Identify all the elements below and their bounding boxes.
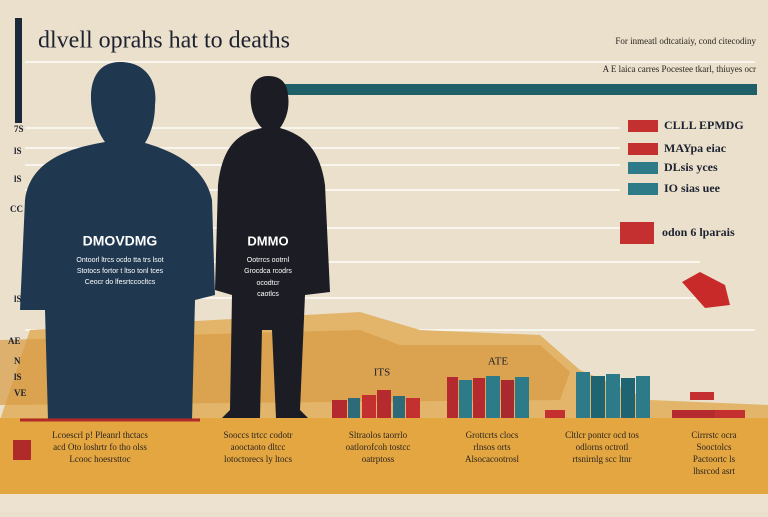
legend-label: IO sias uee <box>664 181 721 195</box>
legend-swatch <box>628 120 658 132</box>
person-silhouette <box>215 76 330 418</box>
person-silhouette <box>20 62 215 420</box>
legend-swatch <box>628 162 658 174</box>
legend: CLLL EPMDG MAYpa eiac DLsis yces IO sias… <box>662 118 744 239</box>
footer-caption: oatlorofcoh tostcc <box>346 442 411 452</box>
note: For inmeatl odtcatiaiy, cond citecodiny <box>615 36 756 46</box>
footer-caption: Grottcrts clocs <box>466 430 519 440</box>
legend-swatch <box>620 222 654 244</box>
axis-label: lS <box>14 294 22 304</box>
axis-label: 7S <box>14 124 24 134</box>
legend-label: odon 6 lparais <box>662 225 735 239</box>
figure-label: DMOVDMG <box>83 233 158 249</box>
legend-label: MAYpa eiac <box>664 141 727 155</box>
footer-caption: odlorns octrotl <box>576 442 629 452</box>
footer-caption: Sltraolos taorrlo <box>349 430 408 440</box>
bottom-strip <box>0 494 768 512</box>
figure-caption: Ceocr do lfesrtccocltcs <box>85 279 156 286</box>
footer-caption: Pactoortc ls <box>693 454 736 464</box>
axis-label: lS <box>14 372 22 382</box>
figure-caption: Ootrrcs ootrnl <box>247 257 290 264</box>
title: dlvell oprahs hat to deaths <box>38 28 290 54</box>
footer-caption: Sooctolcs <box>697 442 732 452</box>
figure-caption: ocodtcr <box>257 280 281 287</box>
axis-label: lS <box>14 146 22 156</box>
legend-swatch <box>628 183 658 195</box>
footer-caption: lhsrcod asrt <box>693 466 735 476</box>
figure-caption: Ontoorl ltrcs ocdo tta trs lsot <box>76 257 163 264</box>
figure-caption: caotlcs <box>257 291 279 298</box>
footer-caption: rtsnirnlg scc ltnr <box>573 454 632 464</box>
header-stripe <box>285 84 757 95</box>
axis-label: VE <box>14 388 27 398</box>
legend-label: CLLL EPMDG <box>664 118 744 132</box>
note: A E laica carres Pocestee tkarl, thiuyes… <box>603 64 756 74</box>
title-bar <box>15 18 22 123</box>
footer-caption: Lcooc hoesrsttoc <box>69 454 130 464</box>
bar-label: ATE <box>488 356 508 368</box>
footer-caption: Cirrrstc ocra <box>691 430 736 440</box>
figure-caption: Stotocs fortor t ltso tonl tces <box>77 268 164 275</box>
footer-caption: Cltlcr pontcr ocd tos <box>565 430 639 440</box>
footer-band <box>0 418 768 494</box>
legend-swatch <box>628 143 658 155</box>
footer-caption: lotoctorecs ly ltocs <box>224 454 292 464</box>
footer-caption: Lcoescrl p! Pleanrl thctacs <box>52 430 148 440</box>
axis-label: AE <box>8 336 21 346</box>
bar-label: ITS <box>374 367 391 379</box>
figure-label: DMMO <box>247 233 288 248</box>
figure-caption: Grocdca rcodrs <box>244 268 292 275</box>
footer-captions: Lcoescrl p! Pleanrl thctacs acd Oto loshr… <box>52 430 736 476</box>
axis-labels: 7S lS lS CC lS AE N lS VE <box>8 124 27 398</box>
footer-caption: Alsocacootrosl <box>465 454 519 464</box>
footer-caption: Sooccs trtcc codotr <box>224 430 293 440</box>
legend-label: DLsis yces <box>664 160 718 174</box>
bar-cluster <box>332 272 745 418</box>
axis-label: N <box>14 356 21 366</box>
axis-label: CC <box>10 204 23 214</box>
footer-caption: acd Oto loshrtr fo tho olss <box>53 442 147 452</box>
footer-icon <box>13 440 31 460</box>
axis-label: lS <box>14 174 22 184</box>
footer-caption: aooctaoto dltcc <box>231 442 286 452</box>
footer-caption: rlnsos orts <box>473 442 511 452</box>
footer-caption: oatrptoss <box>362 454 395 464</box>
